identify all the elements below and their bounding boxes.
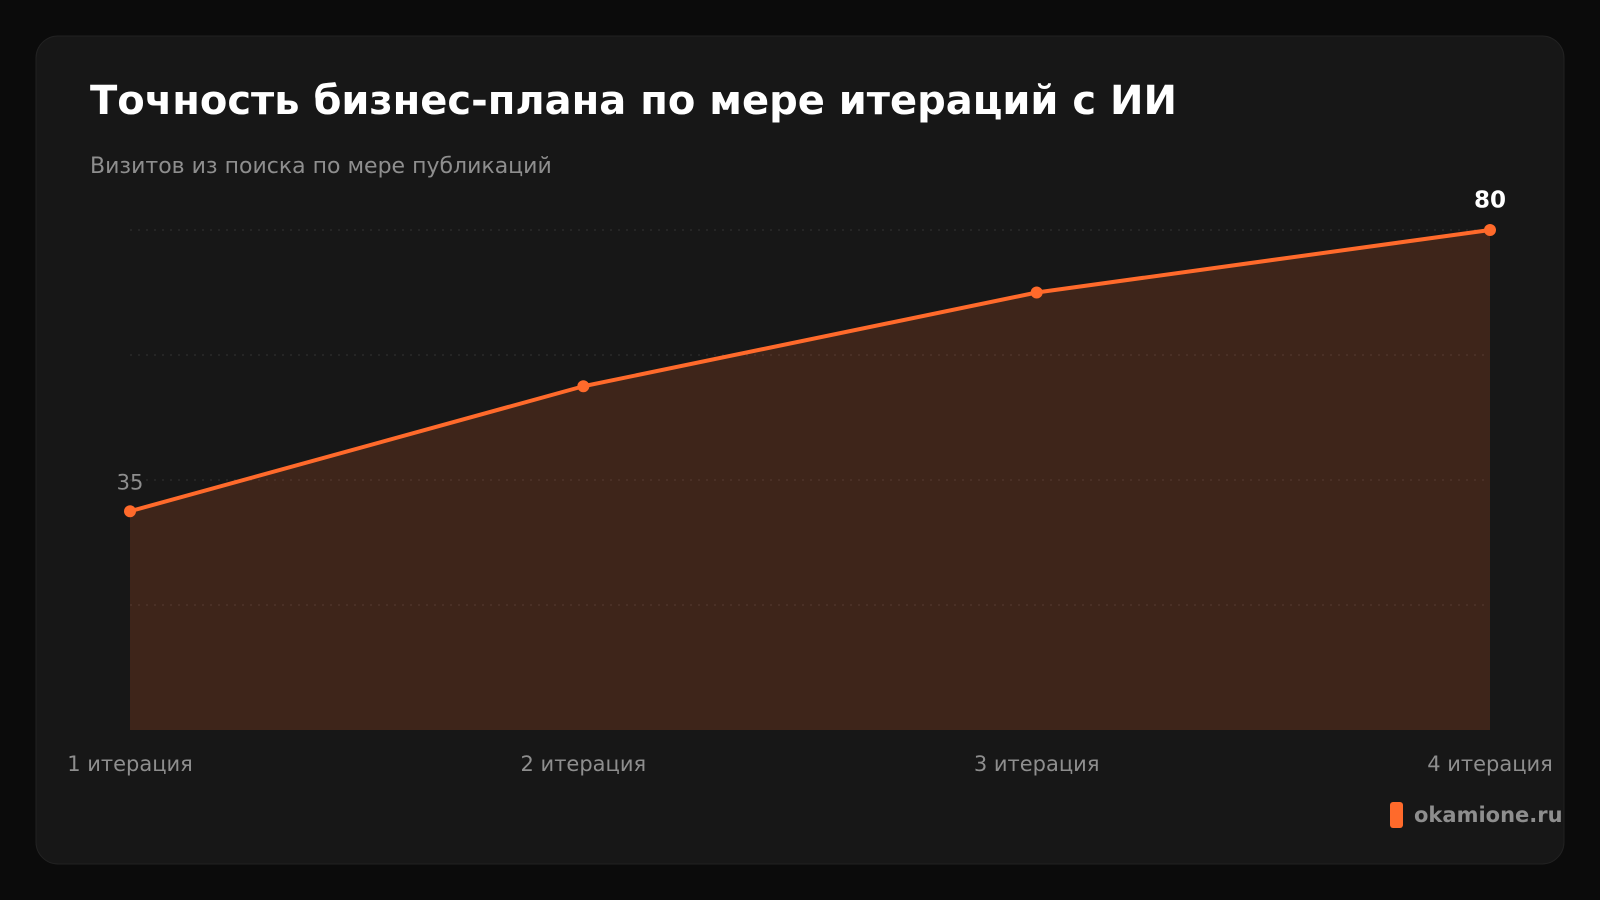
x-tick-label: 2 итерация (521, 752, 647, 776)
point (1030, 286, 1043, 299)
source: okamione.ru (1414, 803, 1563, 827)
x-tick-label: 3 итерация (974, 752, 1100, 776)
source-marker (1390, 802, 1403, 828)
chart-title: Точность бизнес-плана по мере итераций с… (90, 78, 1177, 124)
x-tick-label: 4 итерация (1427, 752, 1553, 776)
data-label: 35 (117, 470, 144, 494)
card (35, 35, 1565, 865)
line (129, 228, 1491, 514)
point (577, 380, 590, 393)
x-tick-label: 1 итерация (67, 752, 193, 776)
data-label: 80 (1474, 188, 1506, 214)
point (1484, 224, 1496, 236)
chart-subtitle: Визитов из поиска по мере публикаций (90, 154, 552, 179)
point (124, 505, 136, 518)
area (130, 230, 1490, 730)
plot: 1 итерация 2 итерация 3 итерация 4 итерация… (67, 188, 1553, 777)
